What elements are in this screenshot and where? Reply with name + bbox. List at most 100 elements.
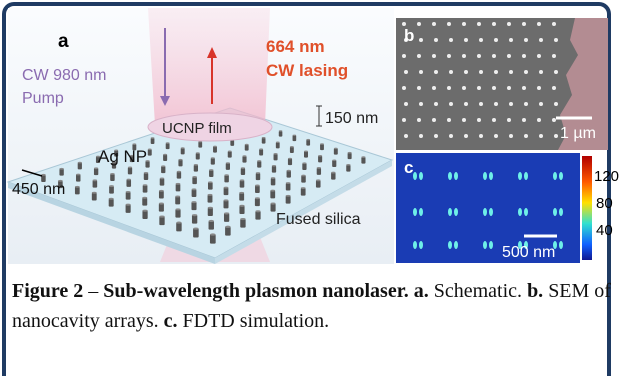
sem-hole	[507, 54, 511, 58]
sem-hole	[522, 86, 526, 90]
ag-np-top	[316, 179, 321, 181]
ag-np-top	[144, 172, 148, 174]
ag-np	[272, 166, 276, 173]
ag-np-top	[142, 197, 147, 199]
ag-np	[110, 174, 114, 181]
ag-np	[144, 173, 148, 180]
ag-np	[126, 192, 131, 200]
ag-np	[209, 170, 213, 177]
ag-np-top	[93, 179, 98, 181]
ag-np	[176, 184, 181, 191]
ag-np	[286, 196, 291, 204]
hotspot	[454, 208, 458, 216]
sem-hole	[432, 22, 436, 26]
hotspot	[413, 172, 417, 180]
sem-hole	[524, 38, 528, 42]
lasing-label: CW lasing	[266, 61, 348, 80]
ag-np-top	[126, 204, 131, 206]
sem-hole	[447, 86, 451, 90]
film-label: UCNP film	[162, 120, 232, 137]
ag-np	[302, 163, 306, 170]
ag-np-top	[287, 170, 291, 172]
ag-np-top	[177, 171, 181, 173]
ag-np-top	[161, 165, 165, 167]
hotspot	[559, 172, 563, 180]
ag-np	[198, 142, 202, 148]
ag-np-top	[228, 150, 232, 152]
hotspot	[419, 208, 423, 216]
hotspot	[553, 208, 557, 216]
ag-np-top	[256, 172, 260, 174]
sem-hole	[537, 22, 541, 26]
ag-np	[92, 193, 97, 201]
ag-np	[178, 160, 182, 167]
ag-np	[279, 131, 283, 137]
ag-np-top	[286, 195, 291, 197]
ag-np-top	[304, 150, 308, 152]
ag-np	[161, 166, 165, 173]
sem-hole	[522, 22, 526, 26]
sem-hole	[477, 86, 481, 90]
ag-np	[274, 154, 278, 160]
ag-np	[192, 177, 197, 184]
ag-np	[181, 148, 185, 154]
ag-np	[224, 188, 229, 196]
sem-hole	[537, 118, 541, 122]
ag-np-top	[242, 155, 246, 157]
part-text: Schematic.	[434, 280, 522, 302]
ag-np-top	[109, 198, 114, 200]
substrate-label: Fused silica	[276, 211, 361, 228]
part-label: b.	[527, 280, 543, 302]
hotspot	[419, 241, 423, 249]
ag-np-top	[306, 139, 310, 141]
hotspot	[483, 172, 487, 180]
sem-hole	[449, 70, 453, 74]
ag-np-top	[224, 187, 229, 189]
ag-np	[224, 213, 229, 221]
ag-np	[142, 198, 147, 206]
sem-hole	[507, 118, 511, 122]
ag-np-top	[224, 174, 228, 176]
ag-np-top	[160, 177, 165, 179]
laser-beam	[148, 8, 270, 125]
pump-label: CW 980 nm	[22, 67, 106, 84]
ag-np	[331, 173, 335, 180]
hotspot	[489, 241, 493, 249]
panel-label: c	[404, 158, 413, 177]
ag-np-top	[126, 191, 131, 193]
ag-np	[109, 199, 114, 207]
particle-label: Ag NP	[98, 147, 147, 166]
sem-hole	[539, 134, 543, 138]
ag-np	[287, 171, 291, 178]
ag-np	[293, 135, 297, 141]
ag-np-top	[110, 173, 114, 175]
ag-np-top	[255, 185, 260, 187]
ag-np-top	[132, 143, 136, 145]
ag-np	[239, 193, 244, 201]
colorbar	[582, 156, 592, 260]
sem-hole	[554, 134, 558, 138]
ag-np-top	[78, 162, 82, 164]
ag-np	[211, 158, 215, 165]
ag-np-top	[226, 162, 230, 164]
ag-np	[245, 145, 249, 151]
ag-np-top	[240, 218, 245, 220]
ag-np	[109, 186, 114, 194]
ag-np	[151, 138, 155, 144]
ag-np-top	[159, 203, 164, 205]
ag-np	[332, 160, 336, 167]
ag-np	[262, 138, 266, 144]
ag-np-top	[196, 152, 200, 154]
sem-hole	[449, 134, 453, 138]
hotspot	[448, 208, 452, 216]
ag-np-top	[332, 159, 336, 161]
hotspot	[448, 172, 452, 180]
ag-np-top	[223, 199, 228, 201]
ag-np-top	[225, 226, 231, 228]
sem-hole	[539, 70, 543, 74]
sem-hole	[524, 134, 528, 138]
ag-np	[128, 167, 132, 174]
ag-np-top	[274, 153, 278, 155]
sem-hole	[509, 134, 513, 138]
ag-np	[175, 196, 180, 204]
